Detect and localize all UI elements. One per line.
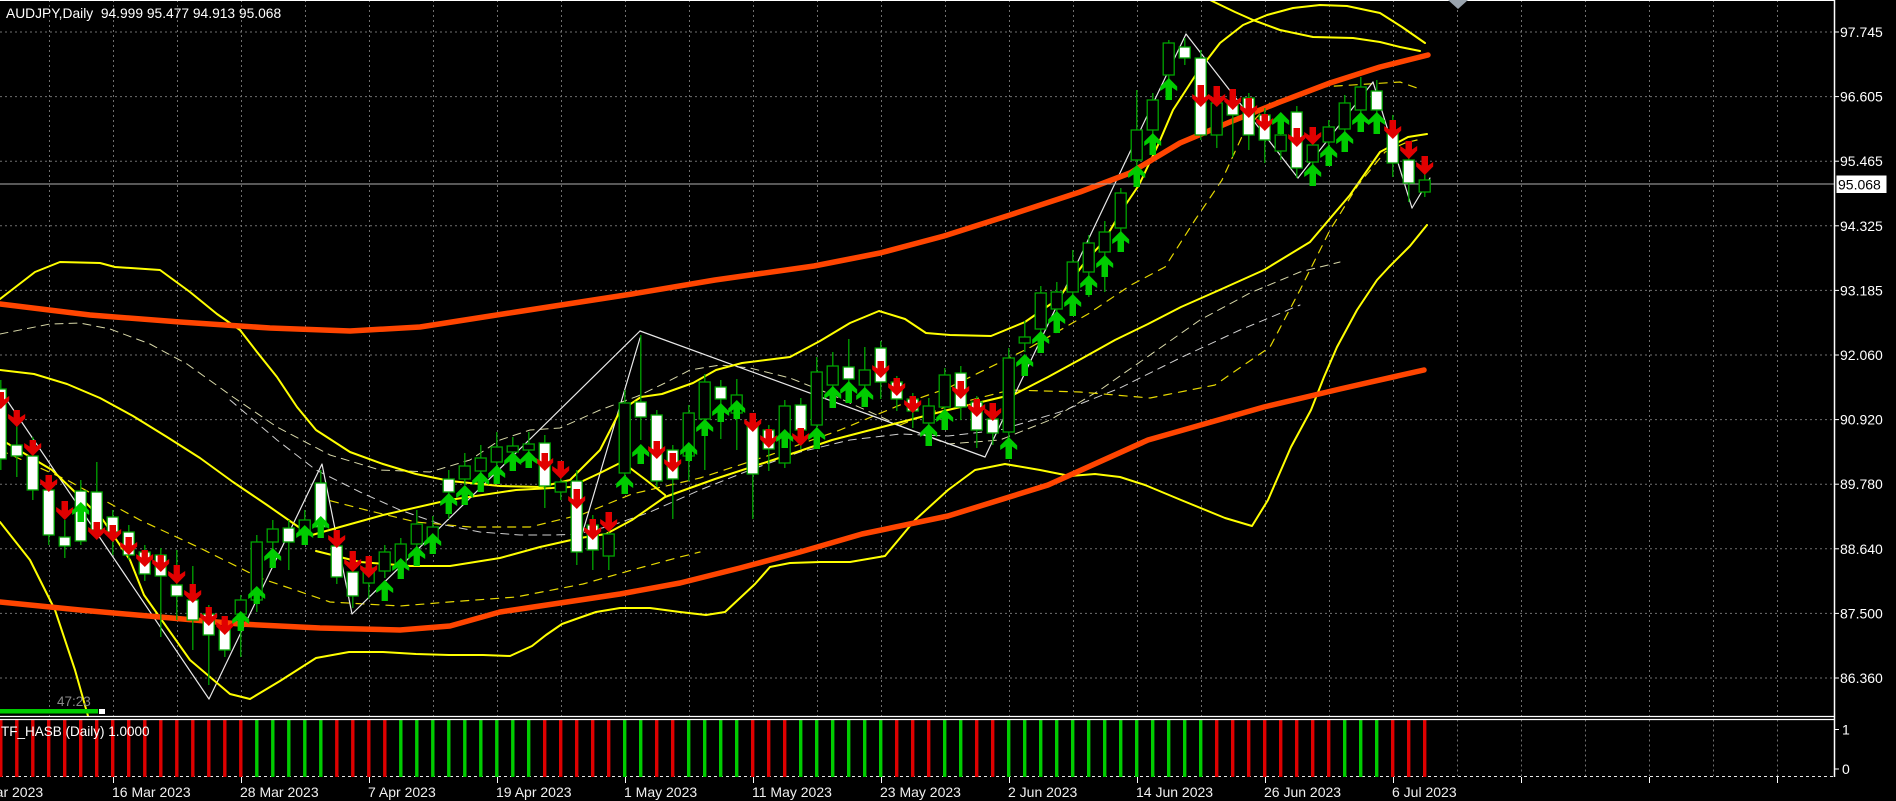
- svg-text:90.920: 90.920: [1840, 412, 1883, 428]
- svg-text:TF_HASB (Daily) 1.0000: TF_HASB (Daily) 1.0000: [1, 724, 150, 739]
- svg-text:2 Jun 2023: 2 Jun 2023: [1008, 784, 1077, 800]
- svg-text:94.325: 94.325: [1840, 218, 1883, 234]
- svg-text:47:23: 47:23: [57, 694, 91, 709]
- svg-text:87.500: 87.500: [1840, 605, 1883, 621]
- svg-text:89.780: 89.780: [1840, 476, 1883, 492]
- svg-text:19 Apr 2023: 19 Apr 2023: [496, 784, 572, 800]
- svg-text:23 May 2023: 23 May 2023: [880, 784, 961, 800]
- svg-text:14 Jun 2023: 14 Jun 2023: [1136, 784, 1213, 800]
- svg-text:92.060: 92.060: [1840, 347, 1883, 363]
- svg-text:AUDJPY,Daily 94.999 95.477 94: AUDJPY,Daily 94.999 95.477 94.913 95.068: [6, 6, 281, 21]
- svg-text:97.745: 97.745: [1840, 24, 1883, 40]
- svg-text:86.360: 86.360: [1840, 670, 1883, 686]
- svg-text:0: 0: [1842, 761, 1850, 777]
- svg-text:7 Apr 2023: 7 Apr 2023: [368, 784, 436, 800]
- svg-text:11 May 2023: 11 May 2023: [752, 784, 832, 800]
- svg-text:88.640: 88.640: [1840, 541, 1883, 557]
- svg-text:28 Mar 2023: 28 Mar 2023: [240, 784, 319, 800]
- svg-text:93.185: 93.185: [1840, 282, 1883, 298]
- svg-text:1: 1: [1842, 722, 1850, 738]
- svg-text:95.068: 95.068: [1838, 177, 1881, 193]
- svg-text:Mar 2023: Mar 2023: [0, 784, 43, 800]
- svg-text:1 May 2023: 1 May 2023: [624, 784, 697, 800]
- svg-text:26 Jun 2023: 26 Jun 2023: [1264, 784, 1341, 800]
- svg-text:16 Mar 2023: 16 Mar 2023: [112, 784, 191, 800]
- svg-text:95.465: 95.465: [1840, 153, 1883, 169]
- svg-text:96.605: 96.605: [1840, 89, 1883, 105]
- svg-text:6 Jul 2023: 6 Jul 2023: [1392, 784, 1457, 800]
